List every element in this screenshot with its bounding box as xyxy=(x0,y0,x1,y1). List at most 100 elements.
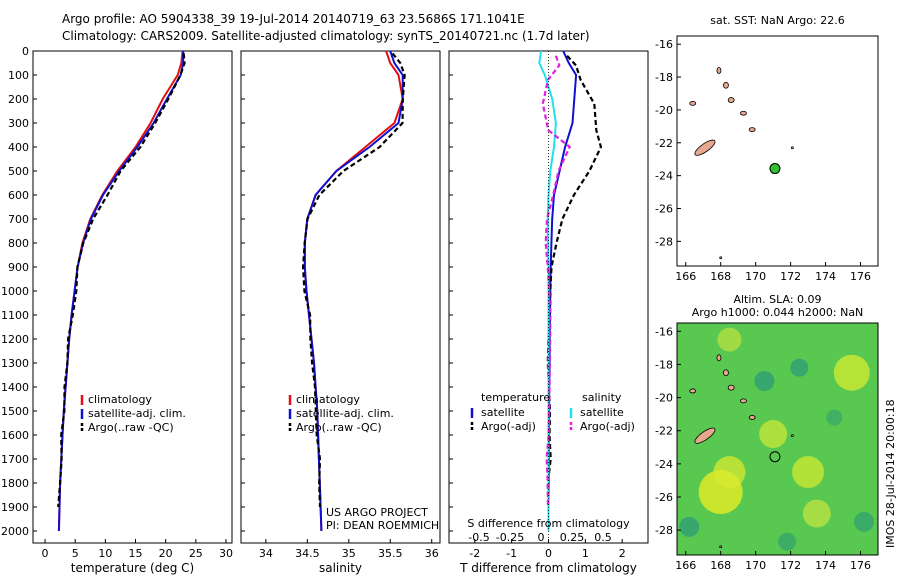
island-shape xyxy=(689,100,697,106)
island-shape xyxy=(748,415,756,420)
top-axis-label: S difference from climatology xyxy=(467,517,630,530)
heatmap-blob xyxy=(792,456,825,489)
legend-label: Argo(..raw -QC) xyxy=(88,421,174,434)
island-shape xyxy=(748,127,756,133)
legend-label: satellite-adj. clim. xyxy=(88,407,186,420)
legend-label: Argo(-adj) xyxy=(580,420,635,433)
y-tick-label: 400 xyxy=(8,141,29,154)
x-tick-label: 170 xyxy=(745,270,766,283)
y-tick-label: -18 xyxy=(655,71,673,84)
x-tick-label: 25 xyxy=(189,547,203,560)
x-tick-label: 1 xyxy=(582,547,589,560)
series-line-2 xyxy=(303,50,404,532)
sla-map: 166 168 170 172 174 176 -16 -18 -20 -22 -24 -26 -28 A… xyxy=(655,293,879,572)
x-axis-label: T difference from climatology xyxy=(459,561,637,575)
island-shape xyxy=(694,139,716,156)
island-shape xyxy=(790,434,794,438)
argo-position-marker xyxy=(769,451,781,463)
y-tick-label: 1600 xyxy=(1,429,29,442)
top-x-tick-label: -0.5 xyxy=(468,531,489,544)
island-shape xyxy=(727,97,735,103)
island-shape xyxy=(694,427,716,444)
panel-frame xyxy=(240,50,441,544)
y-tick-label: -28 xyxy=(655,524,673,537)
x-axis-label: temperature (deg C) xyxy=(71,561,194,575)
island-shape xyxy=(790,146,794,150)
heatmap-blob xyxy=(790,358,809,377)
y-tick-label: 100 xyxy=(8,69,29,82)
x-tick-label: -1 xyxy=(506,547,517,560)
heatmap-blob xyxy=(778,532,797,551)
x-tick-label: 30 xyxy=(219,547,233,560)
project-credit: US ARGO PROJECT xyxy=(326,506,428,519)
y-tick-label: 200 xyxy=(8,93,29,106)
y-tick-label: 500 xyxy=(8,165,29,178)
header-line-1: Argo profile: AO 5904338_39 19-Jul-2014 … xyxy=(62,12,525,26)
y-tick-label: -26 xyxy=(655,203,673,216)
y-tick-label: 2000 xyxy=(1,525,29,538)
x-tick-label: 5 xyxy=(72,547,79,560)
top-x-tick-label: 0 xyxy=(538,531,545,544)
map-background xyxy=(677,36,878,266)
y-tick-label: 700 xyxy=(8,213,29,226)
heatmap-blob xyxy=(833,354,870,391)
heatmap-blob xyxy=(802,499,831,528)
y-tick-label: 1400 xyxy=(1,381,29,394)
island-shape xyxy=(719,256,723,260)
y-tick-label: 1800 xyxy=(1,477,29,490)
y-tick-label: -20 xyxy=(655,104,673,117)
series-line-3 xyxy=(57,53,186,508)
island-shape xyxy=(689,388,697,394)
y-tick-label: 1200 xyxy=(1,333,29,346)
map-title: Altim. SLA: 0.09 xyxy=(733,293,821,306)
y-tick-label: 900 xyxy=(8,261,29,274)
island-shape xyxy=(740,398,747,404)
y-tick-label: -28 xyxy=(655,235,673,248)
x-tick-label: 20 xyxy=(159,547,173,560)
x-tick-label: -2 xyxy=(469,547,480,560)
y-tick-label: 1000 xyxy=(1,285,29,298)
island-shape xyxy=(716,354,722,362)
x-tick-label: 174 xyxy=(815,270,836,283)
y-tick-label: 0 xyxy=(22,45,29,58)
legend-label: Argo(-adj) xyxy=(481,420,536,433)
x-tick-label: 34 xyxy=(259,547,273,560)
x-tick-label: 15 xyxy=(129,547,143,560)
x-tick-label: 166 xyxy=(675,270,696,283)
x-tick-label: 0 xyxy=(42,547,49,560)
map-title: Argo h1000: 0.044 h2000: NaN xyxy=(692,306,864,319)
y-tick-label: -26 xyxy=(655,491,673,504)
y-tick-label: 1900 xyxy=(1,501,29,514)
y-tick-label: -16 xyxy=(655,325,673,338)
x-tick-label: 0 xyxy=(545,547,552,560)
series-line-2 xyxy=(546,55,603,508)
island-shape xyxy=(723,369,729,377)
y-tick-label: -16 xyxy=(655,38,673,51)
top-x-tick-label: 0.5 xyxy=(594,531,612,544)
y-tick-label: 800 xyxy=(8,237,29,250)
y-tick-label: -24 xyxy=(655,458,673,471)
legend-label: climatology xyxy=(296,393,360,406)
legend-label: satellite xyxy=(580,406,624,419)
series-line-1 xyxy=(57,50,184,532)
map-frame xyxy=(676,322,879,556)
y-tick-label: 1500 xyxy=(1,405,29,418)
y-tick-label: -22 xyxy=(655,137,673,150)
x-tick-label: 35.5 xyxy=(378,547,403,560)
y-tick-label: 1300 xyxy=(1,357,29,370)
legend-title: salinity xyxy=(582,391,622,404)
header-line-2: Climatology: CARS2009. Satellite-adjuste… xyxy=(62,29,590,43)
legend-label: Argo(..raw -QC) xyxy=(296,421,382,434)
island-shape xyxy=(727,384,735,391)
x-tick-label: 176 xyxy=(850,270,871,283)
heatmap-blob xyxy=(826,409,843,426)
y-tick-label: 1700 xyxy=(1,453,29,466)
island-shape xyxy=(716,67,722,74)
island-shape xyxy=(740,110,747,116)
x-tick-label: 35 xyxy=(342,547,356,560)
x-tick-label: 176 xyxy=(850,559,871,572)
heatmap-blob xyxy=(717,327,742,352)
x-tick-label: 172 xyxy=(780,559,801,572)
